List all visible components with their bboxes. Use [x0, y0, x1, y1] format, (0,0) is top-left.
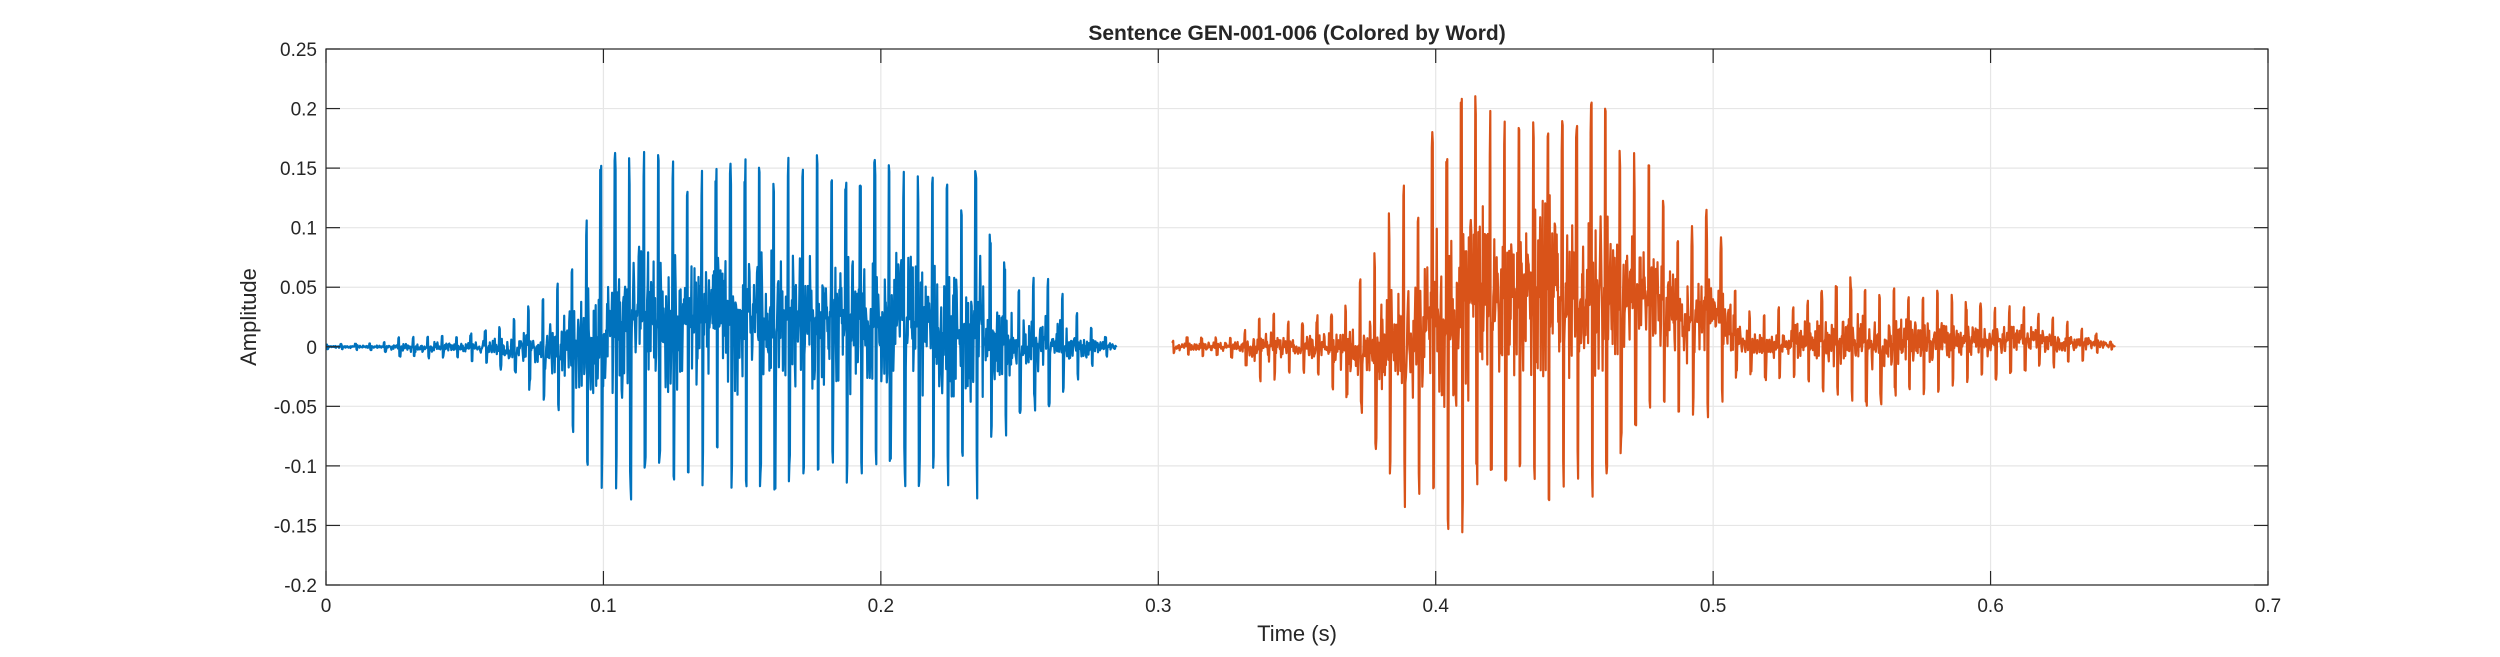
- plot-area: [325, 95, 2116, 534]
- y-tick-label: 0.25: [280, 40, 317, 61]
- waveform-series-1: [325, 150, 1118, 501]
- y-tick-label: 0.15: [280, 159, 317, 180]
- x-tick-label: 0.4: [1423, 596, 1450, 617]
- y-tick-label: 0.2: [291, 100, 317, 121]
- x-tick-label: 0.5: [1700, 596, 1726, 617]
- y-tick-label: -0.15: [274, 516, 317, 537]
- x-tick-label: 0.3: [1145, 596, 1171, 617]
- x-tick-label: 0.7: [2255, 596, 2281, 617]
- x-tick-label: 0.2: [868, 596, 894, 617]
- axis-ticks: 0 0.1 0.2 0.3 0.4 0.5 0.6 0.7 -0.2 -0.15 -0.1 -0.05…: [274, 40, 2282, 617]
- waveform-series-2: [1171, 95, 2116, 534]
- y-tick-label: -0.2: [284, 576, 317, 597]
- x-tick-label: 0: [321, 596, 332, 617]
- axes-box: [325, 48, 2269, 586]
- y-tick-label: 0.05: [280, 278, 317, 299]
- x-axis-label: Time (s): [1257, 621, 1337, 646]
- y-tick-label: -0.1: [284, 457, 317, 478]
- y-tick-label: -0.05: [274, 397, 317, 418]
- y-tick-label: 0.1: [291, 219, 317, 240]
- y-tick-label: 0: [306, 338, 317, 359]
- y-axis-label: Amplitude: [236, 268, 261, 366]
- x-tick-label: 0.1: [590, 596, 616, 617]
- x-tick-label: 0.6: [1977, 596, 2003, 617]
- chart-title: Sentence GEN-001-006 (Colored by Word): [1088, 22, 1505, 45]
